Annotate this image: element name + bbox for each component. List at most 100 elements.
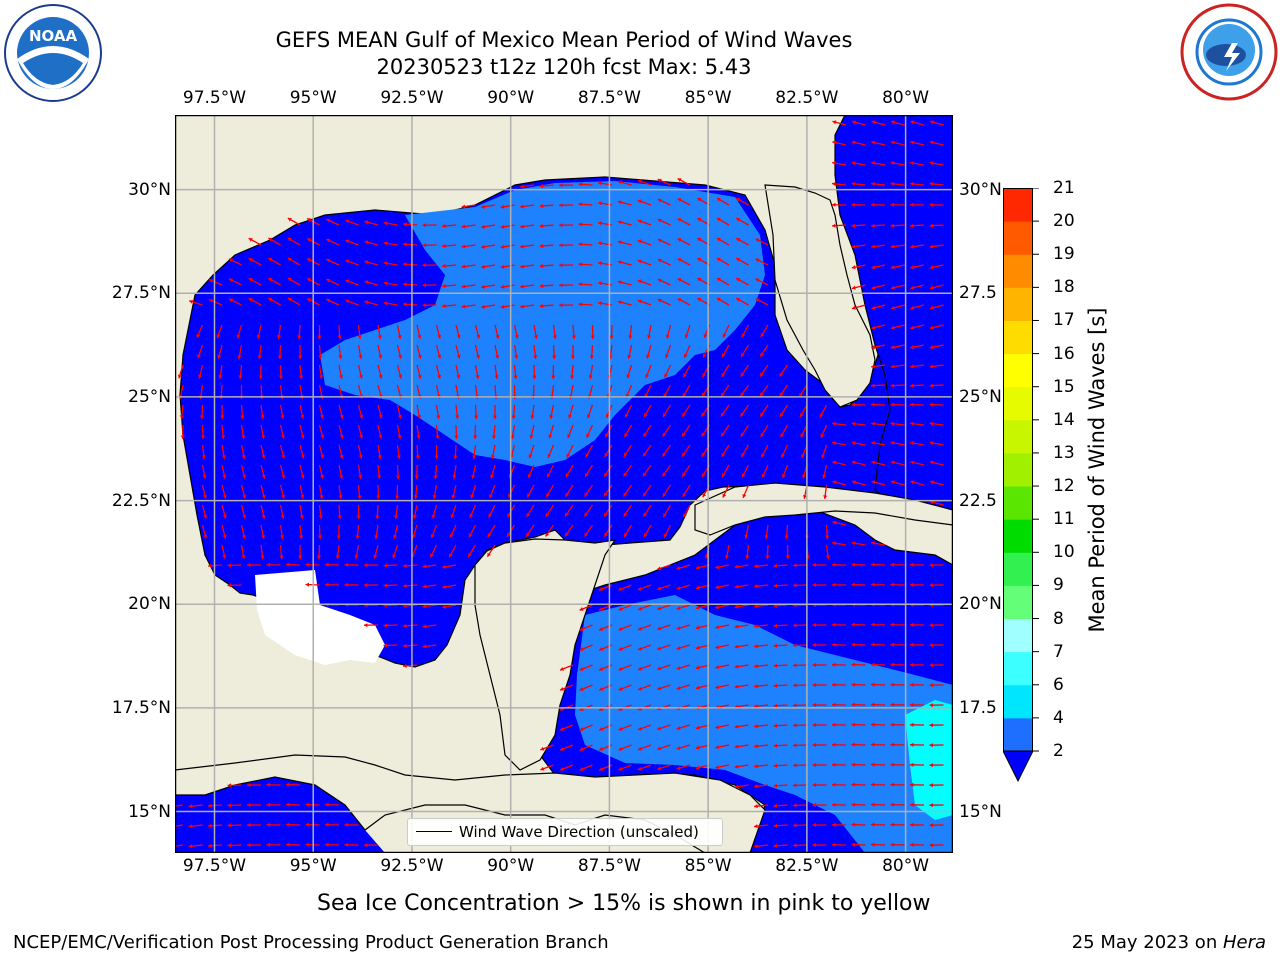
wind-arrow-head [741,473,746,478]
wind-arrow-head [799,392,803,397]
wind-arrow-head [929,703,933,708]
wind-arrow-head [364,280,369,285]
wind-arrow-head [793,783,797,788]
wind-arrow-head [488,513,493,518]
wind-arrow-head [539,203,544,209]
wind-arrow-head [832,622,836,627]
wind-arrow-head [552,335,557,339]
wind-arrow-head [489,494,493,498]
wind-arrow-head [355,535,360,539]
wind-arrow-head [682,472,686,477]
wind-arrow-head [793,643,797,648]
wind-arrow-head [495,354,500,359]
wind-arrow-head [647,335,652,339]
wind-arrow-head [754,784,758,789]
wind-arrow-head [871,682,875,687]
wind-arrow-head [589,355,594,359]
wind-arrow-head [890,842,894,847]
wind-arrow-head [910,782,914,787]
wind-arrow-head [417,334,422,339]
wind-arrow-head [683,513,687,518]
wind-arrow-head [222,494,227,499]
wind-arrow-head [604,532,608,537]
wind-arrow-head [662,472,667,477]
wind-arrow-head [579,647,584,651]
wind-arrow-head [227,783,232,788]
colorbar-extend-arrow [1003,750,1034,783]
wind-arrow-head [261,454,266,459]
wind-arrow-head [721,452,726,457]
wind-arrow-head [559,243,563,248]
lat-tick-right: 17.5 [959,697,997,718]
wind-arrow-head [442,263,446,269]
wind-arrow-layer [175,120,944,849]
wind-arrow-head [403,282,407,287]
wind-arrow-head [851,223,856,228]
wind-arrow-head [684,334,689,339]
wind-arrow-head [929,643,933,648]
wind-arrow-head [851,421,856,426]
wind-arrow-head [241,435,246,439]
wind-arrow-head [663,533,668,538]
wind-arrow-head [716,297,721,302]
wind-arrow-head [364,260,369,265]
wind-arrow-head [520,224,524,229]
wind-arrow-head [300,474,305,479]
wind-arrow-head [326,258,331,263]
wind-arrow-head [513,375,518,379]
wind-arrow-head [773,563,778,568]
wind-arrow-head [890,702,894,707]
colorbar-segment [1003,386,1033,421]
wind-arrow-head [695,685,700,690]
wind-arrow-head [422,303,426,308]
wind-arrow-head [617,280,622,285]
wind-arrow-head [910,802,914,807]
wind-arrow-head [744,534,749,539]
wind-arrow-head [663,513,667,518]
wind-arrow-head [546,493,550,498]
colorbar-segment [1003,452,1033,487]
wind-arrow-head [627,354,632,359]
wind-arrow-head [398,354,403,359]
wind-arrow-head [569,375,575,379]
wind-arrow-head [676,766,681,770]
wind-arrow-head [812,682,816,688]
wind-arrow-head [779,392,784,397]
wind-arrow-head [326,298,331,303]
wind-arrow-head [527,473,532,478]
wind-arrow-head [851,822,855,827]
wind-arrow-head [218,375,223,379]
wind-arrow-head [765,555,770,559]
wind-arrow-head [586,433,590,438]
wind-arrow-head [257,355,262,359]
wind-arrow-head [851,140,856,145]
wind-arrow-head [491,435,496,439]
wind-arrow-head [605,413,610,418]
wind-arrow-head [890,325,895,330]
wind-arrow-head [871,285,876,290]
wind-arrow-head [754,664,758,669]
wind-arrow-head [559,726,564,731]
wind-arrow-head [793,663,797,668]
wind-arrow-head [832,822,836,827]
wind-arrow-head [741,333,746,338]
wind-arrow-head [394,515,399,519]
wind-arrow-head [657,586,662,591]
wind-arrow-head [599,627,603,631]
wind-arrow-head [890,480,895,485]
colorbar-tick-label: 12 [1053,476,1075,497]
wind-arrow-head [247,562,251,568]
wind-arrow-head [637,726,642,731]
wind-arrow-head [494,375,499,379]
wind-arrow-head [456,334,461,339]
wind-arrow-head [586,414,591,419]
colorbar [1003,188,1039,783]
wind-arrow-head [734,564,739,569]
wind-arrow-head [779,372,784,377]
wind-arrow-head [500,244,505,249]
wind-arrow-head [578,262,583,267]
wind-arrow-head [890,244,895,249]
wind-arrow-head [773,623,778,628]
wind-arrow-head [551,375,556,379]
wind-arrow-head [526,512,531,517]
